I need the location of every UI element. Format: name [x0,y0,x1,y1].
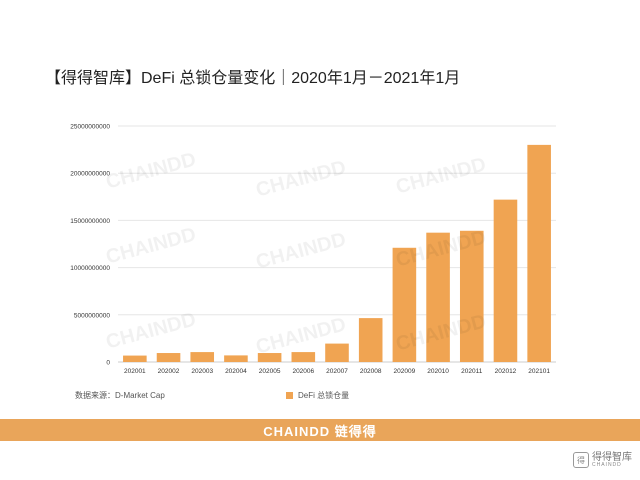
y-tick-label: 0 [106,360,110,367]
legend-swatch [286,392,293,399]
x-tick-label: 202009 [394,368,416,375]
y-tick-label: 15000000000 [70,218,110,225]
corner-logo: 得 得得智库 CHAINDD [573,452,632,468]
x-tick-label: 202006 [292,368,314,375]
bar-202005 [257,353,282,362]
bar-202101 [527,144,551,362]
data-source-note: 数据来源：D-Market Cap [75,391,165,400]
bar-202003 [190,352,215,362]
bar-202012 [493,199,518,362]
bar-202009 [392,247,417,362]
bar-202007 [325,343,349,362]
x-tick-label: 202101 [528,368,550,375]
x-tick-label: 202012 [495,368,517,375]
x-tick-label: 202001 [124,368,146,375]
chart-title: 【得得智库】DeFi 总锁仓量变化｜2020年1月－2021年1月 [45,70,461,87]
bar-202008 [358,318,383,362]
y-tick-label: 5000000000 [74,312,111,319]
legend-label: DeFi 总锁仓量 [298,391,350,400]
bar-202002 [156,353,181,362]
y-tick-label: 20000000000 [70,171,110,178]
x-tick-label: 202002 [158,368,180,375]
bar-202010 [426,232,450,362]
x-tick-label: 202005 [259,368,281,375]
footer-brand-text: CHAINDD 链得得 [263,423,377,439]
y-tick-label: 10000000000 [70,265,110,272]
x-tick-label: 202003 [191,368,213,375]
x-tick-label: 202008 [360,368,382,375]
chart-legend: DeFi 总锁仓量 [286,390,349,401]
corner-logo-sub: CHAINDD [592,461,622,468]
corner-logo-name: 得得智库 [592,451,632,463]
x-tick-label: 202004 [225,368,247,375]
logo-icon: 得 [573,452,589,468]
bar-202006 [291,352,316,362]
x-tick-label: 202011 [461,368,483,375]
bar-202001 [123,355,147,362]
x-tick-label: 202007 [326,368,348,375]
footer-brand-band: CHAINDD 链得得 [0,419,640,441]
bar-202011 [459,230,484,362]
y-tick-label: 25000000000 [70,124,110,131]
x-tick-label: 202010 [427,368,449,375]
bar-202004 [224,355,248,362]
